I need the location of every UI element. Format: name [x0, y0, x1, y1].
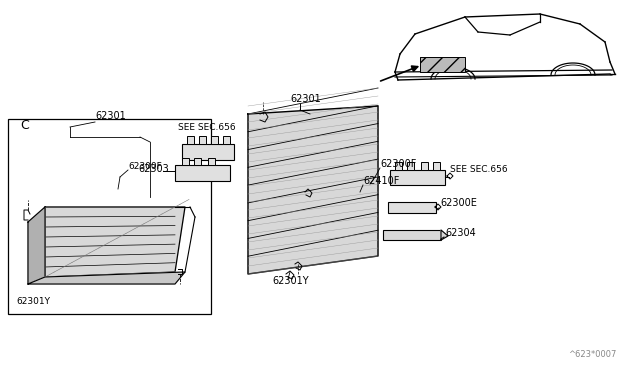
- Polygon shape: [28, 272, 185, 284]
- Text: SEE SEC.656: SEE SEC.656: [450, 165, 508, 174]
- Bar: [390, 170, 445, 185]
- Text: C: C: [20, 119, 29, 132]
- Polygon shape: [441, 230, 448, 240]
- Polygon shape: [248, 106, 378, 274]
- Bar: [199, 136, 206, 144]
- Text: 62410F: 62410F: [363, 176, 399, 186]
- Bar: [182, 144, 234, 160]
- Bar: [194, 158, 201, 165]
- Bar: [208, 158, 215, 165]
- Bar: [421, 162, 428, 170]
- Text: 62301Y: 62301Y: [272, 276, 308, 286]
- Bar: [388, 202, 436, 213]
- Text: ^623*0007: ^623*0007: [568, 350, 616, 359]
- Text: 62300F: 62300F: [128, 162, 162, 171]
- Bar: [420, 57, 465, 72]
- Text: 62303: 62303: [138, 164, 169, 174]
- Text: 62304: 62304: [445, 228, 476, 238]
- Polygon shape: [28, 207, 45, 284]
- Text: 62301: 62301: [95, 111, 125, 121]
- Bar: [395, 162, 402, 170]
- Bar: [211, 136, 218, 144]
- Bar: [383, 230, 441, 240]
- Bar: [182, 158, 189, 165]
- Text: 62300E: 62300E: [440, 198, 477, 208]
- Text: SEE SEC.656: SEE SEC.656: [178, 123, 236, 132]
- Bar: [433, 162, 440, 170]
- Bar: [175, 165, 230, 181]
- Bar: [407, 162, 414, 170]
- Bar: [187, 136, 194, 144]
- Bar: [8, 119, 211, 314]
- Polygon shape: [45, 207, 185, 277]
- Text: 62300F: 62300F: [380, 159, 417, 169]
- Text: 62301Y: 62301Y: [16, 297, 50, 306]
- Bar: [223, 136, 230, 144]
- Text: 62301: 62301: [290, 94, 321, 104]
